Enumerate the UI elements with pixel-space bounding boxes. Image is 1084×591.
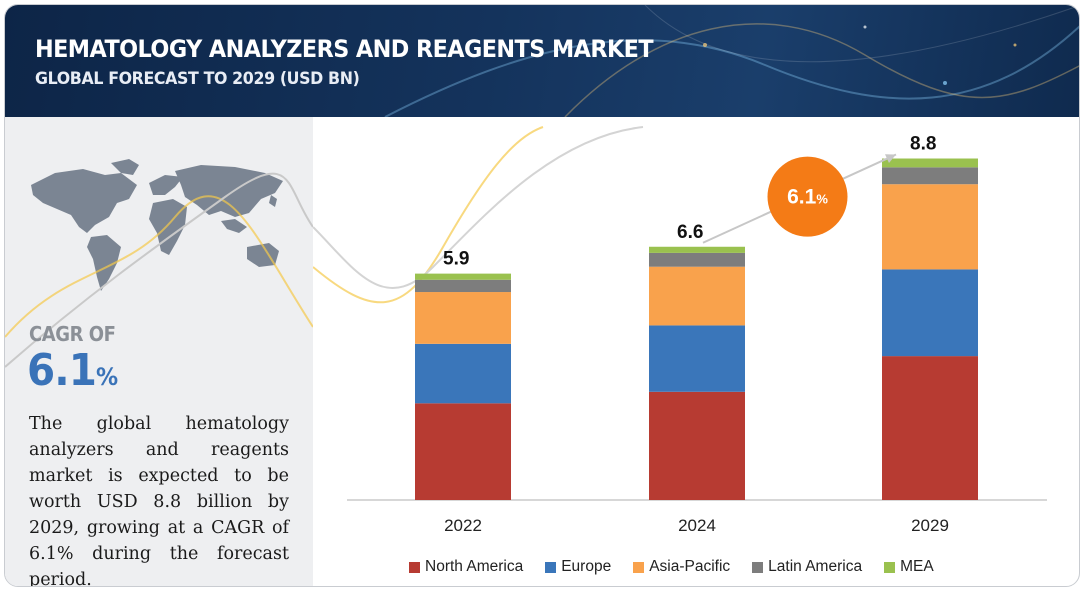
page-title: HEMATOLOGY ANALYZERS AND REAGENTS MARKET: [35, 35, 654, 63]
cagr-unit: %: [95, 363, 119, 391]
legend-item-asia-pacific: Asia-Pacific: [633, 558, 730, 576]
cagr-bubble-number: 6.1: [787, 186, 817, 209]
bar-segment-2029-asia-pacific: [882, 184, 978, 270]
chart-area: 5.9 2022 6.6 2024 8.8 2029 6.1% North America…: [313, 117, 1079, 586]
bar-segment-2029-north-america: [882, 356, 978, 500]
background-curve-gray: [313, 126, 644, 289]
total-label-2022: 5.9: [443, 249, 469, 270]
cagr-bubble: [767, 156, 848, 237]
bar-segment-2022-latin-america: [415, 279, 511, 293]
header-banner: HEMATOLOGY ANALYZERS AND REAGENTS MARKET…: [5, 5, 1079, 117]
bar-segment-2024-mea: [649, 246, 745, 253]
legend-label-latin-america: Latin America: [768, 558, 863, 575]
total-label-2024: 6.6: [677, 222, 703, 243]
x-tick-label-2024: 2024: [678, 516, 716, 535]
legend-swatch-europe: [545, 561, 557, 573]
legend-label-mea: MEA: [900, 558, 934, 575]
cagr-number: 6.1: [27, 345, 97, 396]
stacked-bar-chart: 5.9 2022 6.6 2024 8.8 2029 6.1%: [313, 126, 1047, 535]
legend-swatch-asia-pacific: [633, 561, 645, 573]
cagr-bubble-unit: %: [816, 192, 828, 207]
legend-item-mea: MEA: [884, 558, 934, 576]
legend-swatch-north-america: [409, 561, 420, 573]
growth-arrow-head: [885, 154, 896, 163]
legend-swatch-mea: [884, 561, 896, 573]
bar-segment-2029-mea: [882, 158, 978, 168]
bar-segment-2022-north-america: [415, 403, 511, 500]
legend-item-europe: Europe: [545, 558, 611, 576]
legend-item-north-america: North America: [409, 558, 523, 576]
bar-segment-2022-asia-pacific: [415, 292, 511, 344]
legend-swatch-latin-america: [752, 561, 764, 573]
decorative-curves: [5, 172, 313, 368]
market-description: The global hematology analyzers and reag…: [29, 414, 289, 587]
bar-segment-2029-latin-america: [882, 167, 978, 185]
background-curve-yellow: [313, 126, 544, 304]
legend-label-north-america: North America: [425, 558, 524, 575]
x-tick-label-2029: 2029: [911, 516, 949, 535]
bar-segment-2024-north-america: [649, 391, 745, 500]
legend-label-asia-pacific: Asia-Pacific: [649, 558, 731, 575]
bar-segment-2022-mea: [415, 273, 511, 280]
cagr-label: CAGR OF: [29, 322, 116, 346]
bar-segment-2024-europe: [649, 325, 745, 392]
chart-legend: North America Europe Asia-Pacific Latin Ame…: [409, 557, 956, 577]
x-tick-label-2022: 2022: [444, 516, 482, 535]
bar-segment-2022-europe: [415, 343, 511, 404]
cagr-bubble-label: 6.1%: [787, 186, 828, 209]
cagr-value: 6.1%: [27, 345, 118, 396]
infographic-card: HEMATOLOGY ANALYZERS AND REAGENTS MARKET…: [4, 4, 1080, 587]
bar-segment-2029-europe: [882, 269, 978, 357]
bar-segment-2024-latin-america: [649, 252, 745, 267]
page-subtitle: GLOBAL FORECAST TO 2029 (USD BN): [35, 69, 360, 89]
summary-panel: CAGR OF 6.1% The global hematology analy…: [5, 117, 313, 587]
legend-item-latin-america: Latin America: [752, 558, 862, 576]
total-label-2029: 8.8: [910, 134, 936, 155]
legend-label-europe: Europe: [561, 558, 612, 575]
header-decoration: [384, 5, 1079, 117]
bar-segment-2024-asia-pacific: [649, 266, 745, 326]
